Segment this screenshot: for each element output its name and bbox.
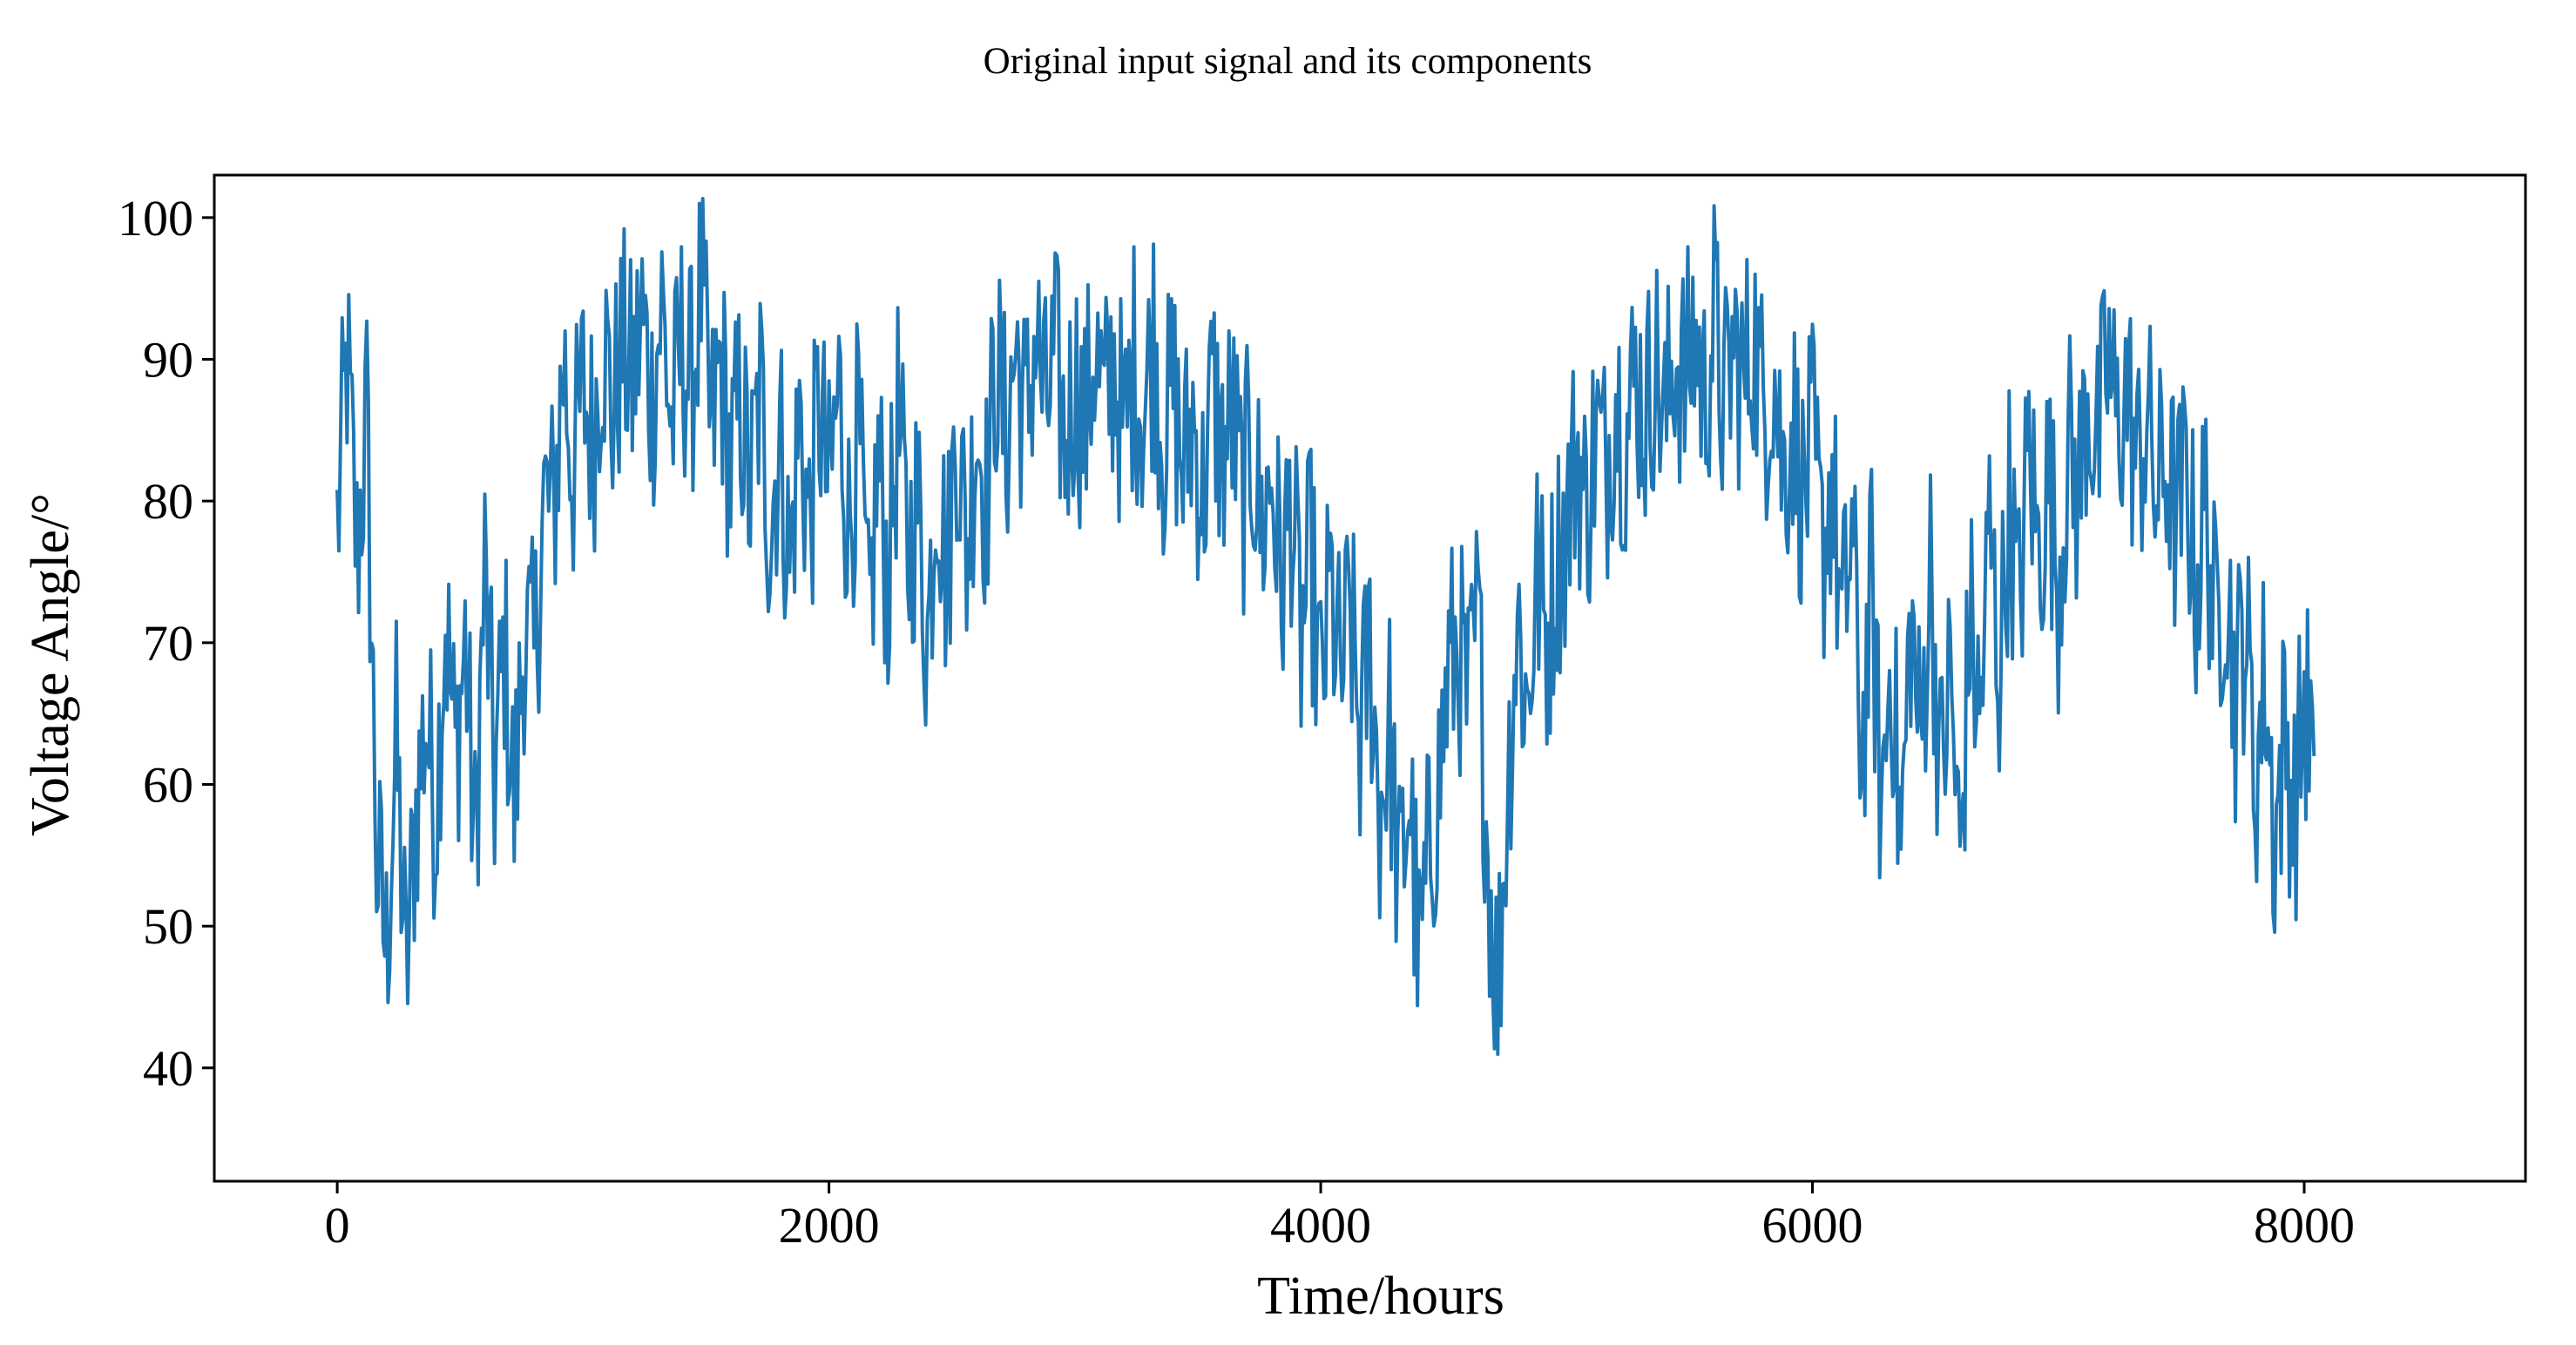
axes-layer: 0 2000 4000 6000 8000 40 50 60 70 80 90 100 xyxy=(118,190,2355,1254)
y-tick-label: 100 xyxy=(118,190,193,247)
y-tick-label: 70 xyxy=(143,615,193,672)
chart-title: Original input signal and its components xyxy=(984,41,1592,82)
x-tick-label: 6000 xyxy=(1762,1197,1863,1254)
series-line xyxy=(335,197,2316,1057)
y-tick-label: 40 xyxy=(143,1040,193,1097)
x-tick-label: 8000 xyxy=(2254,1197,2355,1254)
plot-frame xyxy=(213,173,2527,1183)
x-tick-label: 2000 xyxy=(779,1197,880,1254)
y-axis-label: Voltage Angle/° xyxy=(21,493,80,836)
y-tick-label: 80 xyxy=(143,473,193,530)
plot-layer xyxy=(335,197,2316,1057)
x-tick-label: 0 xyxy=(325,1197,350,1254)
y-tick-label: 60 xyxy=(143,757,193,814)
y-tick-label: 90 xyxy=(143,331,193,388)
x-axis-label: Time/hours xyxy=(1257,1267,1504,1326)
x-tick-label: 4000 xyxy=(1270,1197,1371,1254)
y-tick-label: 50 xyxy=(143,898,193,955)
